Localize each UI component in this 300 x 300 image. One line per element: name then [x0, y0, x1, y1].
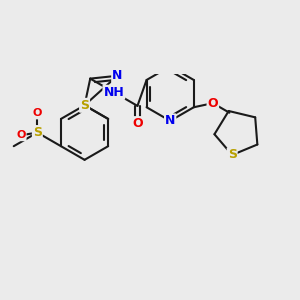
Text: NH: NH — [103, 86, 124, 99]
Text: O: O — [16, 130, 26, 140]
Text: N: N — [165, 114, 175, 128]
Text: O: O — [33, 109, 42, 118]
Text: S: S — [80, 99, 89, 112]
Text: O: O — [132, 117, 143, 130]
Text: O: O — [208, 97, 218, 110]
Text: N: N — [112, 69, 122, 82]
Text: S: S — [228, 148, 237, 161]
Text: S: S — [33, 126, 42, 139]
